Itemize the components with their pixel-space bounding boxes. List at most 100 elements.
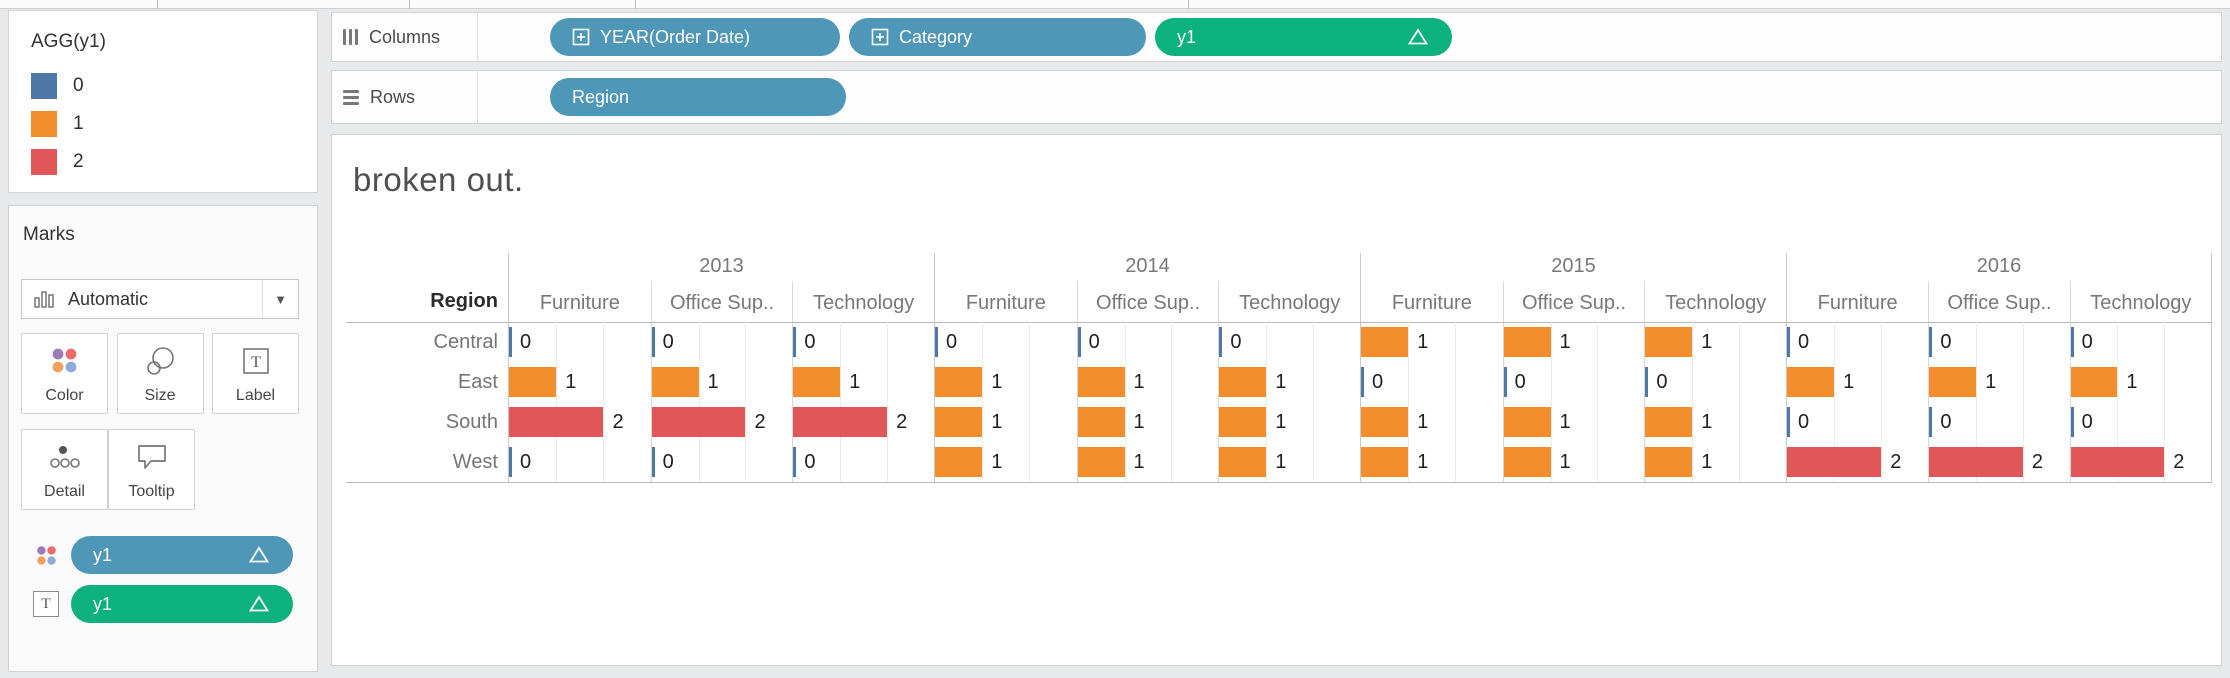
bar-mark[interactable] — [1219, 367, 1267, 397]
bar-mark[interactable] — [651, 407, 746, 437]
category-header[interactable]: Technology — [1239, 292, 1341, 314]
category-header[interactable]: Office Sup.. — [1521, 292, 1627, 314]
axis-gridline — [1171, 402, 1173, 442]
row-label-west[interactable]: West — [452, 451, 498, 473]
columns-pill-y1[interactable]: y1 — [1155, 18, 1452, 56]
bar-mark[interactable] — [1077, 447, 1125, 477]
bar-cell: 0 — [1787, 402, 1928, 442]
row-label-east[interactable]: East — [457, 371, 498, 393]
category-header[interactable]: Office Sup.. — [669, 292, 775, 314]
year-header[interactable]: 2013 — [699, 255, 744, 277]
marks-button-tooltip[interactable]: Tooltip — [108, 429, 195, 510]
bar-mark[interactable] — [2070, 367, 2118, 397]
legend-swatch — [31, 111, 57, 137]
rows-pill-region[interactable]: Region — [550, 78, 846, 116]
bar-mark[interactable] — [1929, 327, 1933, 357]
bar-cell: 2 — [793, 402, 934, 442]
bar-mark[interactable] — [1503, 447, 1551, 477]
mark-type-dropdown[interactable]: Automatic ▼ — [21, 279, 299, 319]
legend-item[interactable]: 0 — [31, 67, 317, 105]
bar-mark[interactable] — [1077, 327, 1081, 357]
bar-mark[interactable] — [1645, 327, 1693, 357]
bar-mark[interactable] — [509, 327, 512, 357]
year-group-2013: 2013 Furniture 0 1 2 0 Office Sup.. 0 1 2 0 Technol… — [508, 253, 934, 482]
expand-icon[interactable] — [572, 28, 590, 46]
columns-shelf[interactable]: Columns YEAR(Order Date) Category y1 — [331, 12, 2222, 62]
columns-pill-year-order-date-[interactable]: YEAR(Order Date) — [550, 18, 840, 56]
bar-mark[interactable] — [1219, 407, 1267, 437]
legend-item[interactable]: 2 — [31, 143, 317, 181]
bar-mark[interactable] — [793, 407, 888, 437]
bar-mark[interactable] — [1361, 447, 1409, 477]
bar-mark[interactable] — [1361, 327, 1409, 357]
bar-mark[interactable] — [1219, 327, 1223, 357]
category-header[interactable]: Furniture — [965, 292, 1046, 314]
bar-mark[interactable] — [2070, 407, 2074, 437]
bar-mark[interactable] — [2070, 447, 2165, 477]
bar-mark[interactable] — [651, 447, 655, 477]
bar-mark[interactable] — [1787, 407, 1790, 437]
chevron-down-icon[interactable]: ▼ — [262, 280, 298, 318]
bar-mark[interactable] — [1503, 327, 1551, 357]
bar-mark[interactable] — [935, 447, 983, 477]
marks-button-detail[interactable]: Detail — [21, 429, 108, 510]
row-label-south[interactable]: South — [445, 411, 498, 433]
rows-shelf[interactable]: Rows Region — [331, 70, 2222, 124]
bar-mark[interactable] — [935, 367, 983, 397]
bar-mark[interactable] — [1503, 407, 1551, 437]
category-header[interactable]: Furniture — [1391, 292, 1472, 314]
bar-mark[interactable] — [1361, 367, 1364, 397]
bar-mark[interactable] — [651, 367, 699, 397]
bar-mark[interactable] — [793, 447, 797, 477]
axis-gridline — [840, 322, 842, 362]
bar-mark[interactable] — [793, 327, 797, 357]
row-label-central[interactable]: Central — [433, 331, 498, 353]
category-header[interactable]: Technology — [2090, 292, 2192, 314]
legend-item-label: 2 — [73, 151, 84, 172]
bar-mark[interactable] — [935, 407, 983, 437]
bar-mark[interactable] — [651, 327, 655, 357]
bar-mark[interactable] — [1787, 447, 1882, 477]
worksheet-title[interactable]: broken out. — [353, 161, 524, 198]
bar-mark[interactable] — [1645, 367, 1649, 397]
bar-mark[interactable] — [1503, 367, 1507, 397]
bar-mark[interactable] — [509, 407, 604, 437]
bar-mark[interactable] — [2070, 327, 2074, 357]
bar-mark[interactable] — [1645, 447, 1693, 477]
marks-button-color[interactable]: Color — [21, 333, 108, 414]
axis-gridline — [2022, 362, 2024, 402]
bar-mark[interactable] — [1645, 407, 1693, 437]
bar-mark[interactable] — [1219, 447, 1267, 477]
year-header[interactable]: 2015 — [1551, 255, 1596, 277]
bar-mark[interactable] — [1077, 407, 1125, 437]
columns-pill-category[interactable]: Category — [849, 18, 1146, 56]
bar-value-label: 2 — [2173, 451, 2185, 473]
category-header[interactable]: Technology — [813, 292, 915, 314]
year-header[interactable]: 2014 — [1125, 255, 1170, 277]
row-header-title[interactable]: Region — [430, 290, 498, 312]
category-header[interactable]: Office Sup.. — [1095, 292, 1201, 314]
bar-mark[interactable] — [1929, 367, 1977, 397]
category-header[interactable]: Technology — [1665, 292, 1767, 314]
category-header[interactable]: Office Sup.. — [1947, 292, 2052, 314]
marks-pill-y1[interactable]: y1 — [71, 585, 293, 623]
bar-mark[interactable] — [509, 367, 557, 397]
bar-mark[interactable] — [1787, 367, 1835, 397]
category-header[interactable]: Furniture — [1817, 292, 1898, 314]
bar-mark[interactable] — [1929, 407, 1933, 437]
marks-button-label[interactable]: T Label — [212, 333, 299, 414]
bar-mark[interactable] — [1361, 407, 1409, 437]
marks-pill-y1[interactable]: y1 — [71, 536, 293, 574]
bar-mark[interactable] — [793, 367, 841, 397]
legend-item[interactable]: 1 — [31, 105, 317, 143]
category-header[interactable]: Furniture — [539, 292, 620, 314]
marks-button-size[interactable]: Size — [116, 333, 204, 414]
bar-mark[interactable] — [509, 447, 512, 477]
bar-mark[interactable] — [1077, 367, 1125, 397]
bar-mark[interactable] — [1787, 327, 1790, 357]
category-column: Furniture 0 1 2 0 — [509, 281, 651, 482]
expand-icon[interactable] — [871, 28, 889, 46]
year-header[interactable]: 2016 — [1976, 255, 2022, 277]
bar-mark[interactable] — [1929, 447, 2023, 477]
bar-mark[interactable] — [935, 327, 938, 357]
